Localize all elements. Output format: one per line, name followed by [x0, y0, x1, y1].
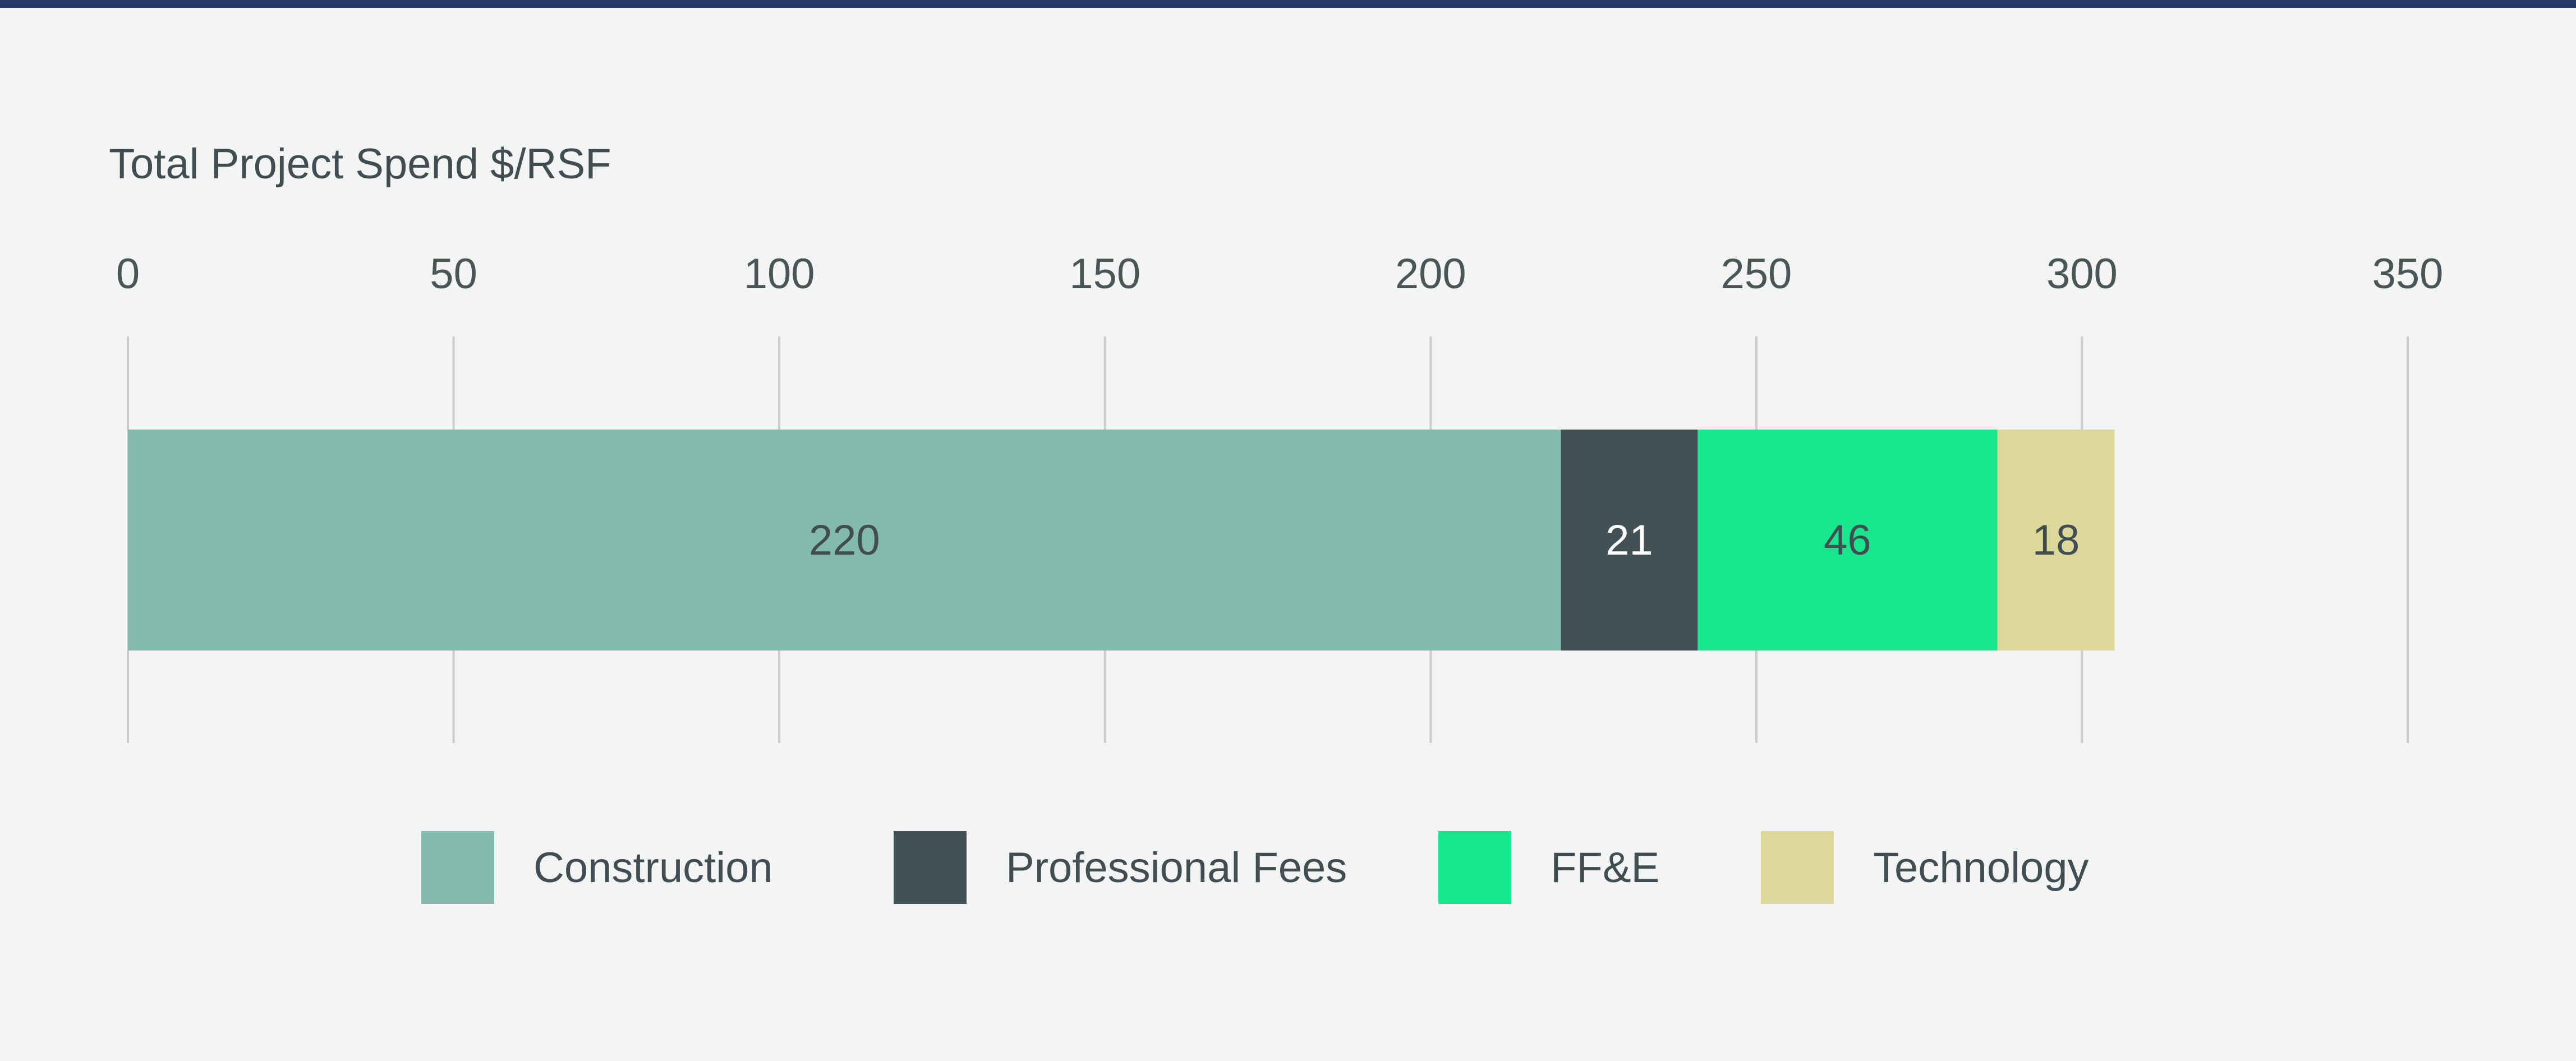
- x-axis-tick-labels: 0 50 100 150 200 250 300 350: [116, 250, 2444, 298]
- tick-label-350: 350: [2372, 250, 2444, 298]
- legend-label-professional-fees: Professional Fees: [1006, 844, 1347, 892]
- tick-label-250: 250: [1721, 250, 1792, 298]
- legend-swatch-ff-e: [1438, 831, 1511, 904]
- bar-ff-e: [1698, 430, 1998, 651]
- tick-label-100: 100: [744, 250, 815, 298]
- legend-swatch-technology: [1761, 831, 1834, 904]
- tick-label-300: 300: [2046, 250, 2118, 298]
- bar-professional-fees: [1561, 430, 1698, 651]
- bar-technology: [1997, 430, 2115, 651]
- legend-label-ff-e: FF&E: [1551, 844, 1659, 892]
- legend: Construction Professional Fees FF&E Technol…: [421, 831, 2089, 904]
- data-labels: 220 21 46 18: [809, 516, 2080, 564]
- tick-label-200: 200: [1395, 250, 1466, 298]
- legend-label-construction: Construction: [533, 844, 773, 892]
- data-label-construction: 220: [809, 516, 880, 564]
- tick-label-0: 0: [116, 250, 140, 298]
- top-rule: [0, 0, 2576, 8]
- bar-segments: [128, 430, 2115, 651]
- legend-label-technology: Technology: [1873, 844, 2089, 892]
- legend-swatch-professional-fees: [894, 831, 967, 904]
- data-label-ff-e: 46: [1824, 516, 1871, 564]
- bar-construction: [128, 430, 1561, 651]
- data-label-professional-fees: 21: [1606, 516, 1653, 564]
- legend-swatch-construction: [421, 831, 494, 904]
- data-label-technology: 18: [2032, 516, 2080, 564]
- tick-label-150: 150: [1069, 250, 1140, 298]
- tick-label-50: 50: [430, 250, 477, 298]
- chart-title: Total Project Spend $/RSF: [109, 140, 611, 188]
